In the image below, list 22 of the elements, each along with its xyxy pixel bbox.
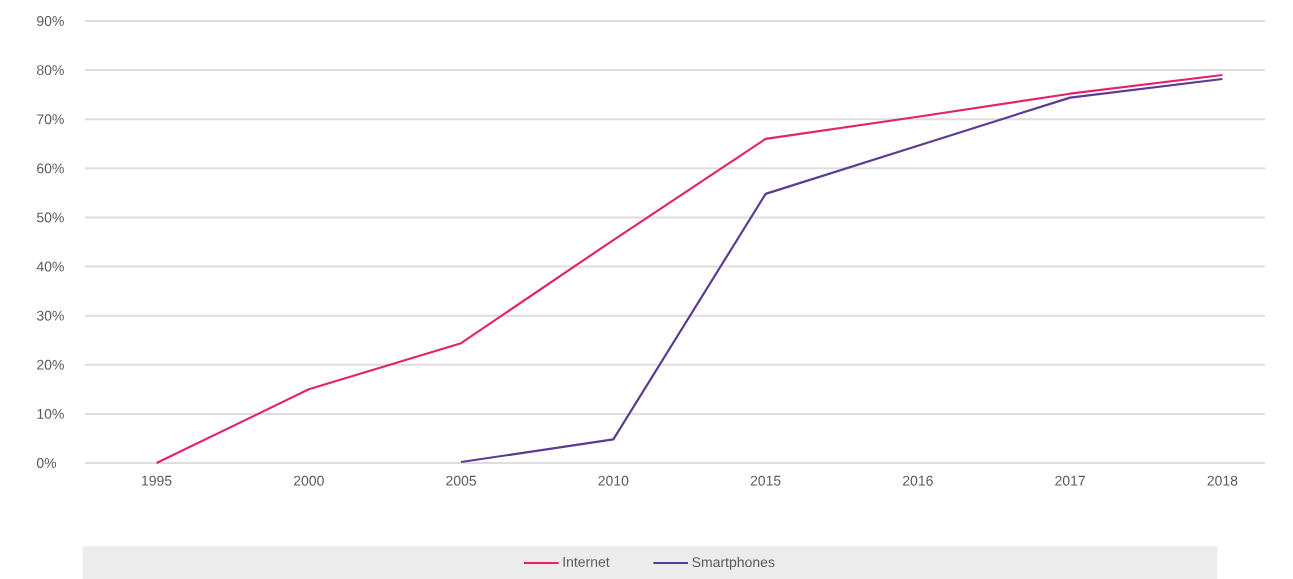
x-tick-label: 1995 [142,475,172,486]
y-tick-label: 60% [37,163,64,174]
y-tick-label: 10% [37,408,64,419]
x-tick-label: 2015 [750,475,781,486]
x-tick-label: 2000 [293,475,324,486]
y-tick-label: 50% [36,212,64,223]
line-series [155,73,1224,465]
y-tick-label: 70% [37,114,64,125]
y-tick-label: 30% [36,310,64,321]
legend-label: Internet [563,557,610,567]
y-tick-label: 0% [36,458,57,468]
x-tick-label: 2016 [903,475,933,486]
x-tick-label: 2010 [598,475,629,486]
x-tick-label: 2018 [1207,475,1238,486]
y-tick-label: 20% [37,359,64,370]
x-tick-label: 2017 [1055,475,1085,486]
y-tick-label: 40% [36,261,64,272]
y-tick-label: 80% [36,65,64,76]
legend-label: Smartphones [692,556,775,570]
y-tick-label: 90% [37,16,64,26]
line-series [460,77,1224,464]
x-tick-label: 2005 [446,475,477,486]
